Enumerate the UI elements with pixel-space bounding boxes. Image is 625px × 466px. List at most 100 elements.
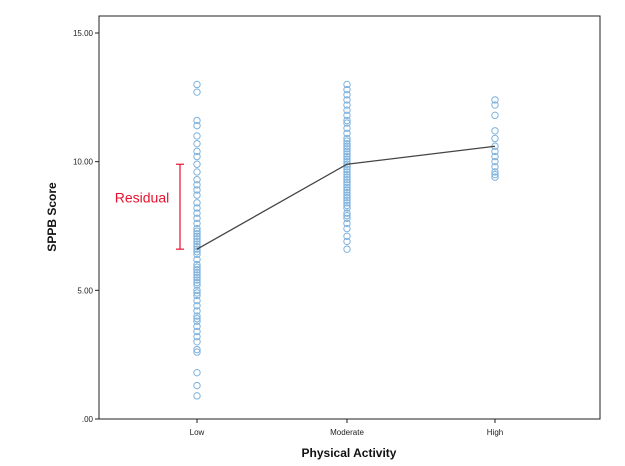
data-point <box>193 160 201 168</box>
data-point <box>193 132 201 140</box>
data-point <box>343 80 351 89</box>
data-point <box>343 212 351 220</box>
data-point <box>193 314 201 323</box>
data-point <box>343 96 351 104</box>
residual-label: Residual <box>115 190 169 206</box>
data-point <box>193 278 201 287</box>
data-point <box>343 224 351 233</box>
data-point <box>193 224 201 233</box>
data-point <box>343 142 351 150</box>
data-point <box>491 163 499 171</box>
data-point <box>343 191 351 199</box>
data-point <box>343 201 351 210</box>
data-point <box>193 322 201 331</box>
data-point <box>343 245 351 253</box>
data-point <box>491 152 499 161</box>
data-point <box>343 124 351 132</box>
data-point <box>193 307 201 315</box>
x-tick-label: High <box>487 428 503 437</box>
data-point <box>491 168 499 176</box>
data-point <box>193 88 201 96</box>
data-point <box>343 119 351 127</box>
data-point <box>491 157 499 166</box>
data-point <box>491 170 499 179</box>
data-point <box>343 214 351 222</box>
data-point <box>193 186 201 194</box>
data-point <box>343 165 351 174</box>
data-point <box>193 175 201 184</box>
data-point <box>193 168 201 176</box>
data-point <box>193 291 201 300</box>
plot-frame <box>98 15 601 420</box>
y-axis: .00 5.00 10.00 15.00 <box>73 29 99 424</box>
data-point <box>343 188 351 197</box>
data-point <box>343 106 351 114</box>
data-point <box>343 152 351 161</box>
data-point <box>343 137 351 145</box>
data-point <box>343 178 351 186</box>
data-point <box>491 96 499 104</box>
data-point <box>343 134 351 143</box>
data-point <box>343 168 351 176</box>
data-point <box>193 392 201 400</box>
data-point <box>193 338 201 346</box>
data-point <box>343 183 351 192</box>
data-point <box>491 173 499 181</box>
data-point <box>343 204 351 212</box>
data-point <box>193 230 201 238</box>
data-point <box>491 147 499 156</box>
data-point <box>343 173 351 181</box>
x-tick-label: Low <box>190 428 205 437</box>
data-point <box>491 101 499 109</box>
y-axis-title: SPPB Score <box>45 182 59 252</box>
data-point <box>343 129 351 138</box>
data-point <box>193 302 201 310</box>
data-point <box>193 268 201 277</box>
data-point <box>193 219 201 228</box>
mean-line <box>196 145 496 250</box>
data-point <box>491 127 499 135</box>
data-point <box>193 152 201 161</box>
data-point <box>343 196 351 204</box>
data-point <box>193 191 201 199</box>
data-point <box>193 240 201 248</box>
data-point <box>193 263 201 271</box>
data-point <box>343 219 351 228</box>
data-point <box>193 345 201 354</box>
data-point <box>193 214 201 222</box>
data-point <box>193 296 201 305</box>
data-point <box>193 348 201 356</box>
y-tick-label: 15.00 <box>73 29 94 38</box>
data-point <box>193 121 201 130</box>
residual-annotation: Residual <box>115 163 184 250</box>
data-point <box>343 155 351 163</box>
data-point <box>193 250 201 259</box>
data-point <box>193 332 201 341</box>
data-point <box>343 116 351 125</box>
data-point <box>343 175 351 184</box>
data-point <box>343 150 351 158</box>
data-point <box>343 170 351 179</box>
x-axis-title: Physical Activity <box>302 446 397 460</box>
data-point <box>343 209 351 217</box>
data-point <box>193 327 201 336</box>
y-tick-label: 10.00 <box>73 158 94 167</box>
y-tick-label: .00 <box>82 415 94 424</box>
data-point <box>343 145 351 153</box>
data-point <box>343 101 351 109</box>
data-point <box>193 139 201 148</box>
data-point <box>193 381 201 390</box>
data-point <box>193 312 201 320</box>
data-point <box>193 281 201 289</box>
data-point <box>343 199 351 207</box>
data-point <box>193 368 201 377</box>
data-point <box>343 186 351 194</box>
data-point <box>193 147 201 156</box>
data-point <box>491 111 499 120</box>
data-point <box>193 237 201 246</box>
data-point <box>193 232 201 240</box>
data-point <box>193 242 201 251</box>
data-point <box>193 286 201 295</box>
data-point <box>343 237 351 246</box>
data-point <box>343 91 351 99</box>
